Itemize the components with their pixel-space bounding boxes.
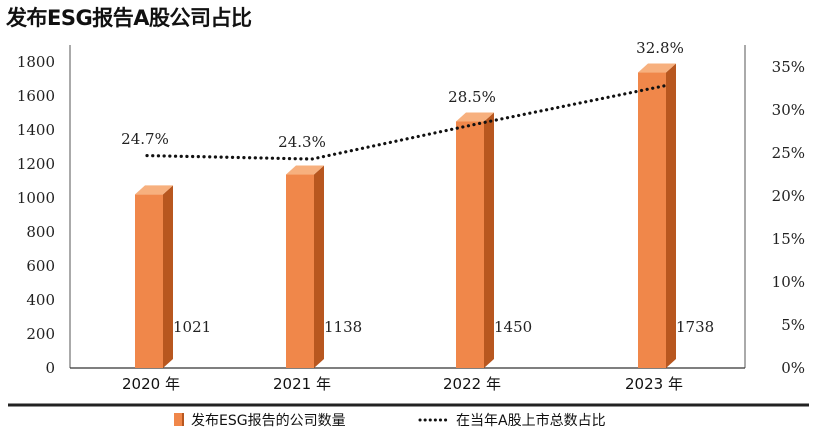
bar-value-labels: 1021 1138 1450 1738 — [173, 318, 714, 336]
left-tick-label: 0 — [45, 359, 55, 377]
left-tick-label: 400 — [26, 291, 55, 309]
line-value-label: 24.7% — [121, 130, 169, 148]
left-tick-label: 1200 — [17, 155, 55, 173]
category-label: 2021 年 — [273, 375, 331, 393]
bar-value-label: 1138 — [324, 318, 362, 336]
line-value-label: 24.3% — [278, 133, 326, 151]
category-labels: 2020 年 2021 年 2022 年 2023 年 — [122, 375, 683, 393]
legend-label-line: 在当年A股上市总数占比 — [456, 412, 606, 429]
bar-value-label: 1450 — [494, 318, 532, 336]
legend: 发布ESG报告的公司数量 在当年A股上市总数占比 — [174, 412, 606, 429]
line-series — [145, 84, 666, 161]
plot-frame — [8, 45, 809, 407]
bar-series — [135, 63, 676, 368]
legend-swatch-bar — [174, 413, 182, 426]
left-tick-label: 1600 — [17, 87, 55, 105]
bar-top — [135, 185, 173, 195]
right-tick-label: 20% — [772, 187, 805, 205]
bar-top — [286, 165, 324, 175]
left-tick-label: 600 — [26, 257, 55, 275]
line-value-label: 28.5% — [448, 88, 496, 106]
bar — [456, 121, 484, 368]
right-tick-label: 15% — [772, 230, 805, 248]
right-axis-ticks: 0% 5% 10% 15% 20% 25% 30% 35% — [772, 58, 805, 377]
bar-side — [163, 185, 173, 368]
left-axis-ticks: 0 200 400 600 800 1000 1200 1400 1600 1800 — [17, 53, 55, 377]
bar-top — [456, 112, 494, 122]
left-tick-label: 1400 — [17, 121, 55, 139]
bar-value-label: 1021 — [173, 318, 211, 336]
legend-label-bar: 发布ESG报告的公司数量 — [191, 413, 346, 429]
category-label: 2022 年 — [443, 375, 501, 393]
legend-swatch-bar-side — [182, 413, 184, 426]
category-label: 2020 年 — [122, 375, 180, 393]
right-tick-label: 10% — [772, 273, 805, 291]
bar — [135, 194, 163, 368]
bar-side — [484, 112, 494, 368]
category-label: 2023 年 — [625, 375, 683, 393]
bar — [286, 174, 314, 368]
right-tick-label: 25% — [772, 144, 805, 162]
right-tick-label: 35% — [772, 58, 805, 76]
bar-side — [666, 63, 676, 368]
bar-top — [638, 63, 676, 73]
line-value-labels: 24.7% 24.3% 28.5% 32.8% — [121, 39, 684, 151]
right-tick-label: 0% — [781, 359, 805, 377]
right-tick-label: 30% — [772, 101, 805, 119]
left-tick-label: 1000 — [17, 189, 55, 207]
bar-value-label: 1738 — [676, 318, 714, 336]
left-tick-label: 800 — [26, 223, 55, 241]
line-value-label: 32.8% — [636, 39, 684, 57]
chart-title: 发布ESG报告A股公司占比 — [6, 6, 252, 30]
bar-side — [314, 165, 324, 368]
line-path — [145, 84, 666, 161]
left-tick-label: 1800 — [17, 53, 55, 71]
bar — [638, 72, 666, 368]
right-tick-label: 5% — [781, 316, 805, 334]
left-tick-label: 200 — [26, 325, 55, 343]
